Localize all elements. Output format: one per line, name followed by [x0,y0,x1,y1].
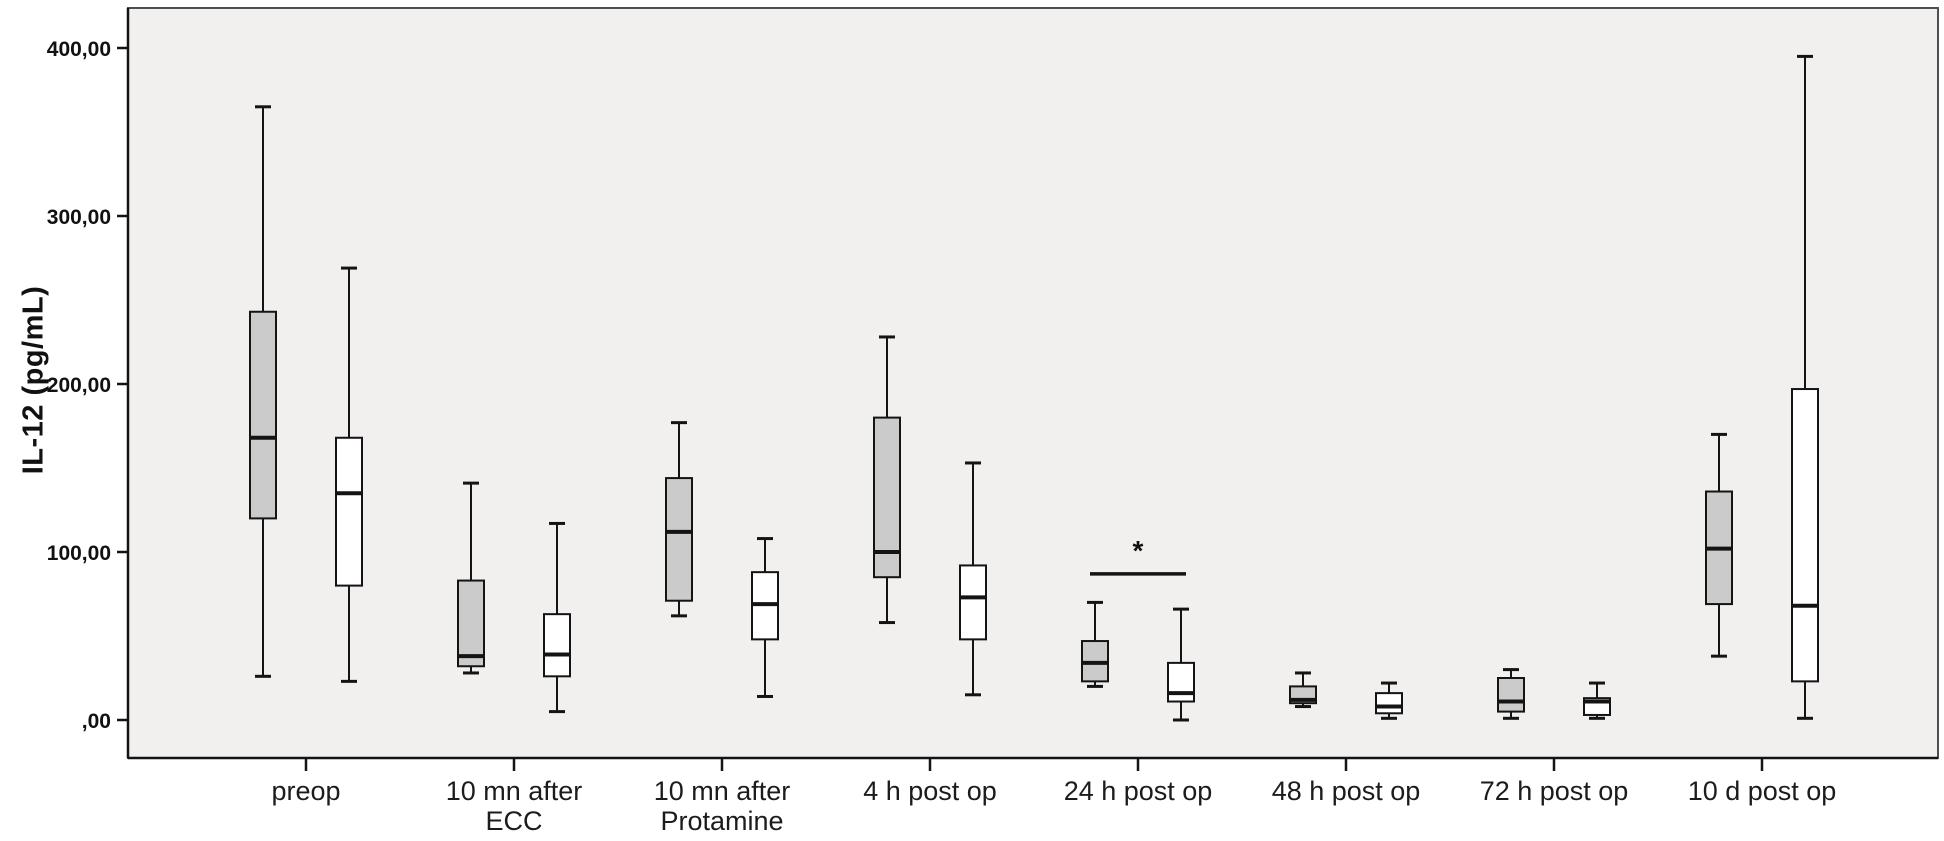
y-tick-label: 400,00 [47,38,111,61]
y-tick-label: 200,00 [47,374,111,397]
plot-area [127,7,1939,759]
x-label-4-h-post-op: 4 h post op [863,776,997,806]
x-label-10-mn-after-ecc: 10 mn after ECC [445,776,583,837]
box-group-2-white-preop [335,436,363,587]
x-label-10-d-post-op: 10 d post op [1687,776,1837,806]
x-label-48-h-post-op: 48 h post op [1271,776,1421,806]
x-label-preop: preop [271,776,341,806]
box-group-1-gray-10-mn-after-ecc [457,579,485,668]
x-label-72-h-post-op: 72 h post op [1479,776,1629,806]
box-group-1-gray-10-mn-after-protamine [665,477,693,602]
significance-asterisk: * [1133,535,1144,566]
box-group-2-white-4-h-post-op [959,564,987,641]
box-group-2-white-48-h-post-op [1375,692,1403,715]
y-tick-label: 300,00 [47,206,111,229]
y-tick-label: ,00 [82,710,111,733]
box-group-1-gray-72-h-post-op [1497,677,1525,713]
box-group-2-white-24-h-post-op [1167,661,1195,703]
y-tick-label: 100,00 [47,542,111,565]
x-label-10-mn-after-protamine: 10 mn after Protamine [653,776,791,837]
box-group-2-white-10-mn-after-ecc [543,613,571,678]
box-group-1-gray-preop [249,310,277,520]
x-label-24-h-post-op: 24 h post op [1063,776,1213,806]
box-group-2-white-10-d-post-op [1791,388,1819,683]
